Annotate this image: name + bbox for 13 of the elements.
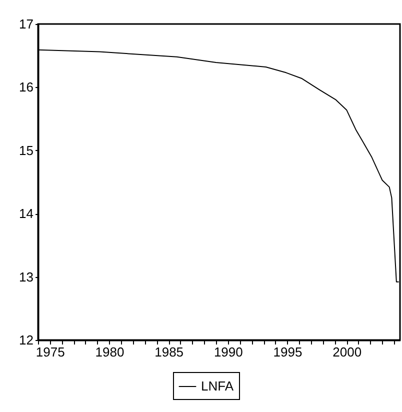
y-tick-label: 12 <box>19 332 34 348</box>
y-tick-label: 17 <box>19 16 34 32</box>
x-tick-label: 1985 <box>154 344 184 360</box>
legend-label: LNFA <box>201 378 234 394</box>
y-tick-label: 13 <box>19 269 34 284</box>
x-tick-label: 1975 <box>36 344 65 360</box>
y-tick-label: 15 <box>19 142 34 158</box>
x-tick-label: 1995 <box>273 344 302 360</box>
x-tick-label: 2000 <box>332 344 362 360</box>
x-tick-label: 1990 <box>214 344 243 360</box>
x-tick-label: 1980 <box>95 344 124 360</box>
y-tick-label: 16 <box>19 80 34 95</box>
y-tick-label: 14 <box>19 206 34 222</box>
